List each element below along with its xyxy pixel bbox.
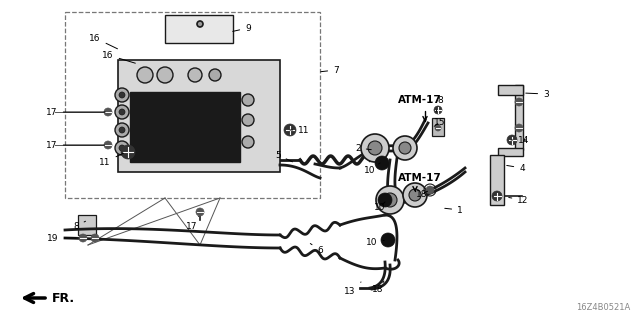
Circle shape [515,98,523,106]
Text: 8: 8 [73,221,86,230]
Text: FR.: FR. [52,292,75,305]
Circle shape [115,88,129,102]
Circle shape [434,106,442,114]
Circle shape [115,123,129,137]
Text: 8: 8 [436,95,443,112]
Text: 17: 17 [46,108,105,116]
Circle shape [409,189,421,201]
Circle shape [361,134,389,162]
Circle shape [197,21,203,27]
Bar [515,85,523,150]
Circle shape [403,183,427,207]
Circle shape [137,67,153,83]
Text: 10: 10 [366,237,384,246]
Text: 5: 5 [275,150,292,162]
Text: 10: 10 [364,163,380,174]
Circle shape [507,135,517,145]
Text: 18: 18 [372,281,384,294]
Circle shape [393,136,417,160]
Circle shape [115,141,129,155]
Circle shape [515,124,523,132]
Circle shape [196,208,204,216]
Text: 14: 14 [511,135,530,145]
Circle shape [119,92,125,98]
Circle shape [492,191,502,201]
Bar [490,155,504,205]
Bar [78,215,96,235]
Circle shape [242,136,254,148]
Text: 18: 18 [416,189,428,198]
Text: 17: 17 [186,216,198,230]
Circle shape [435,125,441,131]
Text: 2: 2 [355,143,371,153]
Circle shape [188,68,202,82]
Circle shape [119,109,125,115]
Circle shape [375,156,389,170]
Text: 4: 4 [507,164,525,172]
Text: ATM-17: ATM-17 [398,95,442,121]
Bar [498,148,523,156]
Circle shape [121,145,135,159]
Text: 1: 1 [445,205,463,214]
Circle shape [209,69,221,81]
Bar [118,60,280,172]
Circle shape [426,186,434,194]
Circle shape [115,105,129,119]
Circle shape [376,186,404,214]
Bar [165,15,233,43]
Bar [130,92,240,162]
Text: 9: 9 [233,23,251,33]
Circle shape [91,234,99,242]
Circle shape [104,141,112,149]
Bar [65,12,320,198]
Text: 16Z4B0521A: 16Z4B0521A [576,303,630,312]
Circle shape [157,67,173,83]
Circle shape [119,127,125,133]
Text: 7: 7 [321,66,339,75]
Text: 12: 12 [509,196,529,204]
Bar [498,85,523,95]
Text: 16: 16 [102,51,135,63]
Circle shape [242,94,254,106]
Circle shape [79,234,87,242]
Bar [432,118,444,136]
Circle shape [119,145,125,151]
Text: 10: 10 [374,202,386,212]
Text: ATM-17: ATM-17 [398,173,442,191]
Circle shape [381,233,395,247]
Circle shape [378,193,392,207]
Circle shape [399,142,411,154]
Circle shape [368,141,382,155]
Text: 13: 13 [344,282,361,295]
Text: 6: 6 [310,244,323,254]
Circle shape [242,114,254,126]
Text: 17: 17 [46,140,104,149]
Circle shape [383,193,397,207]
Circle shape [104,108,112,116]
Text: 16: 16 [89,34,118,49]
Text: 3: 3 [526,90,549,99]
Text: 11: 11 [99,153,124,166]
Text: 19: 19 [47,234,76,243]
Text: 11: 11 [290,125,310,134]
Text: 15: 15 [434,117,445,126]
Circle shape [284,124,296,136]
